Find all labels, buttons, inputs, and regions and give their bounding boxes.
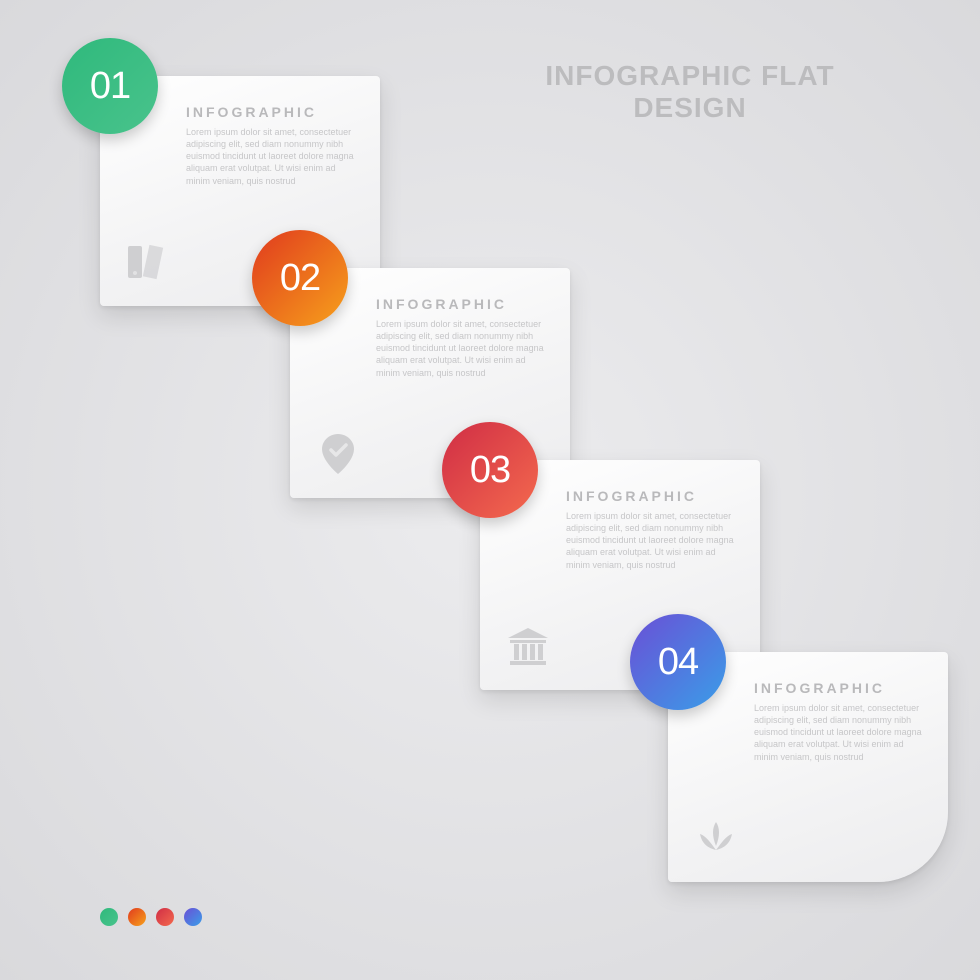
color-legend: [100, 908, 202, 926]
bank-icon: [504, 622, 552, 670]
step-badge-04: 04: [630, 614, 726, 710]
step-heading: INFOGRAPHIC: [754, 680, 928, 696]
step-content: INFOGRAPHIC Lorem ipsum dolor sit amet, c…: [754, 680, 928, 763]
legend-dot-3: [156, 908, 174, 926]
step-content: INFOGRAPHIC Lorem ipsum dolor sit amet, c…: [376, 296, 550, 379]
step-number: 01: [90, 65, 130, 108]
step-number: 04: [658, 641, 698, 684]
legend-dot-2: [128, 908, 146, 926]
lotus-icon: [692, 814, 740, 862]
pin-check-icon: [314, 430, 362, 478]
step-badge-02: 02: [252, 230, 348, 326]
legend-dot-4: [184, 908, 202, 926]
step-badge-03: 03: [442, 422, 538, 518]
step-content: INFOGRAPHIC Lorem ipsum dolor sit amet, c…: [186, 104, 360, 187]
palette-icon: [124, 238, 172, 286]
step-heading: INFOGRAPHIC: [566, 488, 740, 504]
step-card-04: 04INFOGRAPHICLorem ipsum dolor sit amet,…: [668, 652, 948, 882]
step-body: Lorem ipsum dolor sit amet, consectetuer…: [754, 702, 928, 763]
infographic-stage: 01 INFOGRAPHIC Lorem ipsum dolor sit amet,…: [0, 0, 980, 980]
step-body: Lorem ipsum dolor sit amet, consectetuer…: [186, 126, 360, 187]
step-content: INFOGRAPHIC Lorem ipsum dolor sit amet, c…: [566, 488, 740, 571]
legend-dot-1: [100, 908, 118, 926]
step-heading: INFOGRAPHIC: [186, 104, 360, 120]
step-body: Lorem ipsum dolor sit amet, consectetuer…: [566, 510, 740, 571]
step-heading: INFOGRAPHIC: [376, 296, 550, 312]
step-number: 02: [280, 257, 320, 300]
step-badge-01: 01: [62, 38, 158, 134]
step-body: Lorem ipsum dolor sit amet, consectetuer…: [376, 318, 550, 379]
step-number: 03: [470, 449, 510, 492]
